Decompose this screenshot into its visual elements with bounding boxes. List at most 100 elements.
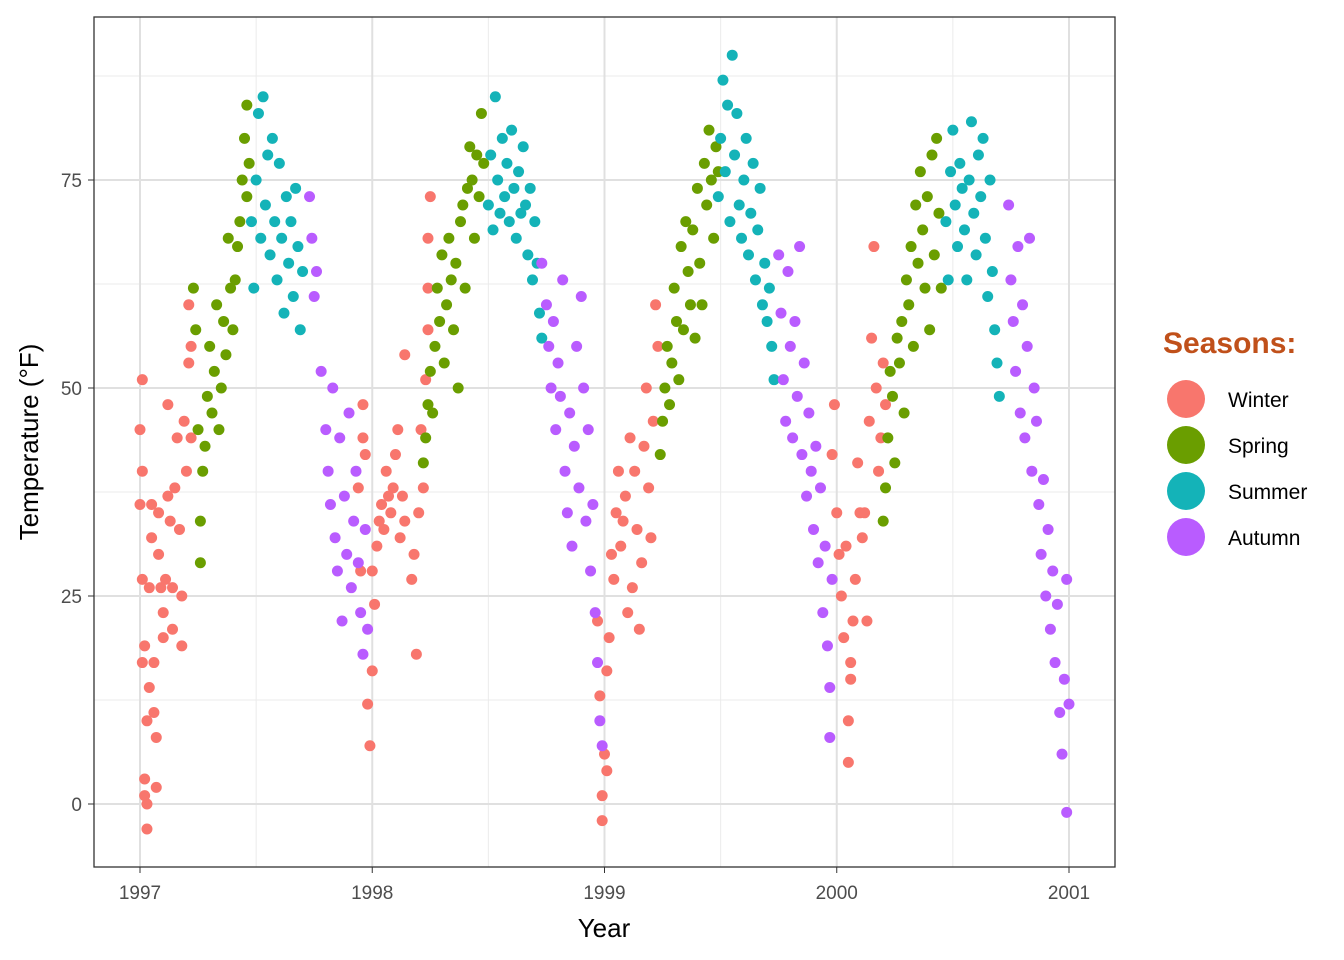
point-spring (691, 182, 703, 194)
point-autumn (812, 557, 824, 569)
point-spring (710, 141, 722, 153)
point-spring (422, 399, 434, 411)
point-winter (139, 773, 151, 785)
point-spring (464, 141, 476, 153)
point-autumn (308, 290, 320, 302)
point-winter (599, 748, 610, 760)
point-winter (373, 515, 385, 527)
point-winter (615, 540, 627, 552)
point-spring (886, 390, 898, 402)
point-autumn (810, 440, 822, 452)
point-autumn (789, 315, 801, 327)
point-autumn (1033, 498, 1045, 510)
point-summer (759, 257, 771, 269)
point-spring (201, 390, 213, 402)
point-winter (601, 665, 613, 677)
point-autumn (1012, 241, 1024, 253)
point-autumn (573, 482, 585, 494)
point-summer (262, 149, 274, 161)
point-winter (629, 465, 641, 477)
point-spring (215, 382, 227, 394)
point-spring (680, 216, 692, 228)
point-autumn (536, 257, 548, 269)
point-autumn (1037, 474, 1049, 486)
point-winter (399, 349, 411, 361)
point-spring (919, 282, 931, 294)
point-spring (698, 157, 710, 169)
legend-title: Seasons: (1163, 327, 1296, 360)
point-winter (143, 682, 155, 694)
point-summer (968, 207, 980, 219)
point-winter (424, 191, 436, 203)
point-spring (468, 232, 480, 244)
point-spring (192, 424, 204, 436)
x-tick-label: 1997 (119, 883, 161, 904)
point-spring (232, 241, 244, 253)
point-spring (450, 257, 462, 269)
point-autumn (345, 582, 357, 594)
point-autumn (568, 440, 580, 452)
point-spring (234, 216, 246, 228)
point-winter (359, 449, 371, 461)
point-summer (719, 166, 731, 178)
point-autumn (306, 232, 318, 244)
legend-key-summer (1167, 472, 1205, 510)
point-winter (624, 432, 636, 444)
point-autumn (1058, 673, 1070, 685)
point-winter (141, 715, 153, 727)
point-summer (733, 199, 745, 211)
point-summer (738, 174, 750, 186)
point-winter (847, 615, 859, 627)
point-spring (457, 199, 469, 211)
point-spring (677, 324, 689, 336)
point-summer (520, 199, 532, 211)
point-winter (378, 523, 390, 535)
point-summer (947, 124, 959, 136)
point-spring (889, 457, 901, 469)
point-spring (694, 257, 706, 269)
point-winter (413, 507, 425, 519)
point-winter (877, 357, 889, 369)
point-summer (945, 166, 957, 178)
point-autumn (304, 191, 316, 203)
point-spring (893, 357, 905, 369)
legend-label: Spring (1228, 435, 1289, 458)
point-summer (255, 232, 267, 244)
point-spring (933, 207, 945, 219)
point-autumn (1042, 523, 1054, 535)
point-spring (701, 199, 713, 211)
point-autumn (1030, 415, 1042, 427)
point-autumn (805, 465, 817, 477)
point-spring (910, 199, 922, 211)
point-winter (849, 573, 861, 585)
point-summer (278, 307, 290, 319)
point-autumn (575, 290, 587, 302)
point-summer (506, 124, 518, 136)
point-winter (143, 582, 155, 594)
point-spring (703, 124, 715, 136)
point-autumn (824, 682, 836, 694)
point-autumn (348, 515, 360, 527)
point-winter (410, 648, 422, 660)
point-winter (645, 532, 657, 544)
point-winter (406, 573, 418, 585)
point-spring (197, 465, 209, 477)
point-spring (654, 449, 666, 461)
point-winter (150, 781, 162, 793)
point-spring (931, 132, 943, 144)
point-summer (257, 91, 269, 103)
point-summer (989, 324, 1001, 336)
point-summer (273, 157, 285, 169)
point-spring (436, 249, 448, 261)
data-points (134, 49, 1075, 835)
point-spring (225, 282, 237, 294)
point-spring (668, 282, 680, 294)
point-autumn (819, 540, 831, 552)
point-summer (949, 199, 961, 211)
point-spring (420, 432, 432, 444)
point-winter (160, 573, 172, 585)
point-winter (626, 582, 638, 594)
point-summer (954, 157, 966, 169)
point-autumn (1040, 590, 1052, 602)
point-autumn (540, 299, 552, 311)
